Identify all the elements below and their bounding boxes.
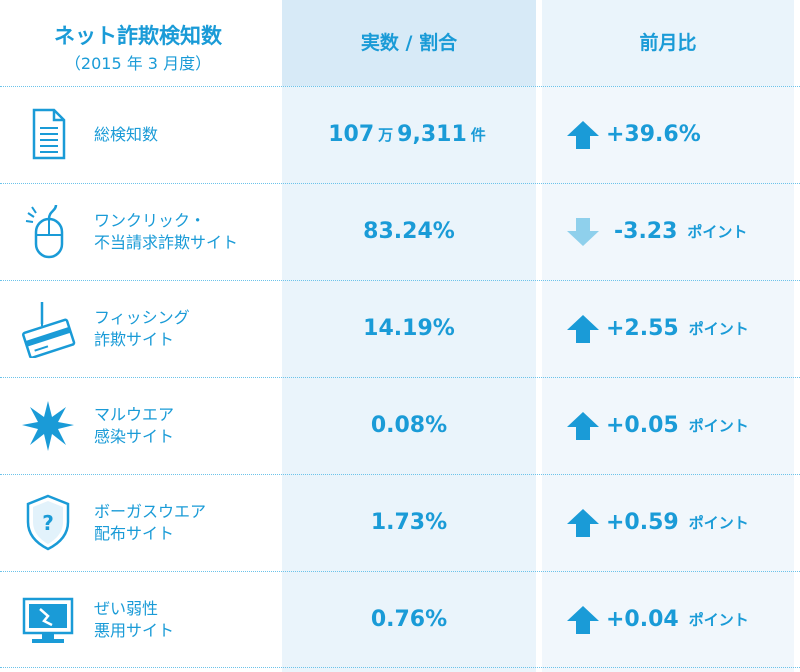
change-value: -3.23: [614, 219, 678, 244]
row-change: +39.6%: [566, 87, 794, 182]
table-row-bogusware: ? ボーガスウエア 配布サイト 1.73% +0.59 ポイント: [0, 474, 800, 570]
value-unit-b: 件: [470, 126, 486, 144]
row-change: +2.55 ポイント: [566, 281, 794, 376]
row-label: ボーガスウエア 配布サイト: [94, 475, 274, 570]
change-unit: ポイント: [688, 611, 749, 629]
row-label: ぜい弱性 悪用サイト: [94, 572, 274, 667]
row-label-line2: 悪用サイト: [94, 620, 175, 640]
row-value: 83.24%: [363, 219, 455, 244]
row-label-line1: ボーガスウエア: [94, 501, 207, 521]
malware-burst-icon: [20, 395, 76, 455]
row-label-line1: ぜい弱性: [94, 598, 159, 618]
row-label-line2: 不当請求詐欺サイト: [94, 232, 239, 252]
value-unit-a: 万: [378, 126, 394, 144]
row-label-line1: ワンクリック・: [94, 210, 206, 230]
svg-text:?: ?: [42, 511, 54, 535]
row-change: +0.59 ポイント: [566, 475, 794, 570]
change-unit: ポイント: [688, 320, 749, 338]
up-arrow-icon: [567, 120, 599, 149]
row-change: +0.04 ポイント: [566, 572, 794, 667]
row-value: 107 万 9,311 件: [282, 87, 536, 182]
broken-monitor-icon: [20, 589, 76, 649]
change-unit: ポイント: [688, 514, 749, 532]
value-number-b: 9,311: [397, 122, 467, 147]
down-arrow-icon: [567, 217, 599, 246]
row-value: 1.73%: [370, 510, 448, 535]
shield-question-icon: ?: [20, 492, 76, 552]
row-label-line2: 配布サイト: [94, 523, 175, 543]
row-change: +0.05 ポイント: [566, 378, 794, 473]
row-change: -3.23 ポイント: [566, 184, 794, 279]
up-arrow-icon: [567, 314, 599, 343]
table-row-malware: マルウエア 感染サイト 0.08% +0.05 ポイント: [0, 377, 800, 473]
fishing-card-icon: [20, 298, 76, 358]
row-label: フィッシング 詐欺サイト: [94, 281, 274, 376]
row-label-line2: 感染サイト: [94, 426, 175, 446]
change-unit: ポイント: [687, 223, 748, 241]
change-value: +0.05: [606, 413, 679, 438]
change-value: +0.59: [606, 510, 679, 535]
row-value: 0.08%: [370, 413, 448, 438]
row-label: ワンクリック・ 不当請求詐欺サイト: [94, 184, 274, 279]
row-label-line2: 詐欺サイト: [94, 329, 175, 349]
row-value: 14.19%: [363, 316, 455, 341]
table-title: ネット詐欺検知数: [54, 24, 222, 48]
row-label-line1: フィッシング: [94, 307, 190, 327]
change-value: +39.6%: [606, 122, 701, 147]
value-number-a: 107: [328, 122, 375, 147]
up-arrow-icon: [567, 508, 599, 537]
table-row-vulnerability: ぜい弱性 悪用サイト 0.76% +0.04 ポイント: [0, 571, 800, 668]
row-value: 0.76%: [370, 607, 448, 632]
header-change: 前月比: [542, 0, 794, 86]
change-unit: ポイント: [688, 417, 749, 435]
table-row-phishing: フィッシング 詐欺サイト 14.19% +2.55 ポイント: [0, 280, 800, 376]
up-arrow-icon: [567, 411, 599, 440]
row-label: 総検知数: [94, 87, 274, 182]
row-label-line1: 総検知数: [94, 124, 159, 144]
header-value: 実数 / 割合: [282, 0, 536, 86]
table-row-one-click: ワンクリック・ 不当請求詐欺サイト 83.24% -3.23 ポイント: [0, 183, 800, 279]
row-label-line1: マルウエア: [94, 404, 175, 424]
mouse-click-icon: [20, 201, 76, 261]
table-subtitle: （2015 年 3 月度）: [64, 54, 212, 73]
table-header: ネット詐欺検知数 （2015 年 3 月度） 実数 / 割合 前月比: [0, 0, 800, 86]
document-icon: [20, 104, 76, 164]
change-value: +0.04: [606, 607, 679, 632]
up-arrow-icon: [567, 605, 599, 634]
row-label: マルウエア 感染サイト: [94, 378, 274, 473]
table-row-total: 総検知数 107 万 9,311 件 +39.6%: [0, 86, 800, 182]
value-column-bg: [282, 0, 536, 672]
change-value: +2.55: [606, 316, 679, 341]
